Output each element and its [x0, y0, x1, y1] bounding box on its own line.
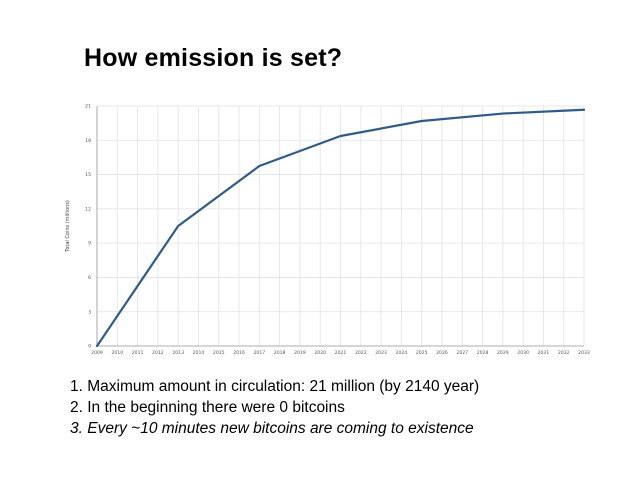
y-axis-label: Total Coins (millions): [65, 200, 71, 253]
x-tick-label: 2031: [538, 350, 550, 356]
x-tick-label: 2023: [375, 350, 387, 356]
x-tick-label: 2018: [274, 350, 286, 356]
series-line-0: [95, 108, 586, 348]
x-tick-label: 2026: [436, 350, 448, 356]
y-tick-label: 6: [88, 275, 91, 281]
y-tick-label: 21: [85, 104, 91, 110]
x-tick-label: 2024: [396, 350, 408, 356]
x-tick-label: 2016: [233, 350, 245, 356]
x-tick-label: 2027: [456, 350, 468, 356]
x-tick-label: 2014: [193, 350, 205, 356]
chart-series: [95, 108, 586, 348]
x-tick-label: 2022: [355, 350, 367, 356]
x-tick-label: 2011: [132, 350, 144, 356]
chart-tick-labels: 2009 2010 2011 2012 2013 2014 2015 2016 2017 2018…: [85, 104, 590, 356]
x-tick-label: 2009: [91, 350, 103, 356]
x-tick-label: 2010: [111, 350, 123, 356]
y-tick-label: 12: [85, 206, 91, 212]
x-tick-label: 2013: [172, 350, 184, 356]
x-tick-label: 2015: [213, 350, 225, 356]
x-tick-label: 2033: [578, 350, 590, 356]
x-tick-label: 2020: [314, 350, 326, 356]
x-tick-label: 2021: [335, 350, 347, 356]
y-tick-label: 15: [85, 172, 91, 178]
y-tick-label: 9: [88, 241, 91, 247]
coin-supply-chart: 2009 2010 2011 2012 2013 2014 2015 2016 2017 2018…: [65, 104, 590, 356]
y-tick-label: 0: [88, 344, 91, 350]
x-tick-label: 2030: [517, 350, 529, 356]
chart-grid: [96, 105, 585, 347]
x-tick-label: 2012: [152, 350, 164, 356]
x-tick-label: 2028: [477, 350, 489, 356]
x-tick-label: 2025: [416, 350, 428, 356]
notes-list: 1. Maximum amount in circulation: 21 mil…: [70, 376, 479, 439]
note-max-supply: 1. Maximum amount in circulation: 21 mil…: [70, 378, 480, 395]
note-initial-supply: 2. In the beginning there were 0 bitcoin…: [70, 399, 345, 416]
x-tick-label: 2019: [294, 350, 306, 356]
y-tick-label: 3: [88, 309, 91, 315]
chart-axes: [96, 106, 584, 347]
note-block-interval: 3. Every ~10 minutes new bitcoins are co…: [70, 420, 474, 437]
x-tick-label: 2029: [497, 350, 509, 356]
y-tick-label: 18: [85, 138, 91, 144]
slide-title: How emission is set?: [84, 44, 343, 72]
x-tick-label: 2017: [253, 350, 265, 356]
x-tick-label: 2032: [558, 350, 570, 356]
